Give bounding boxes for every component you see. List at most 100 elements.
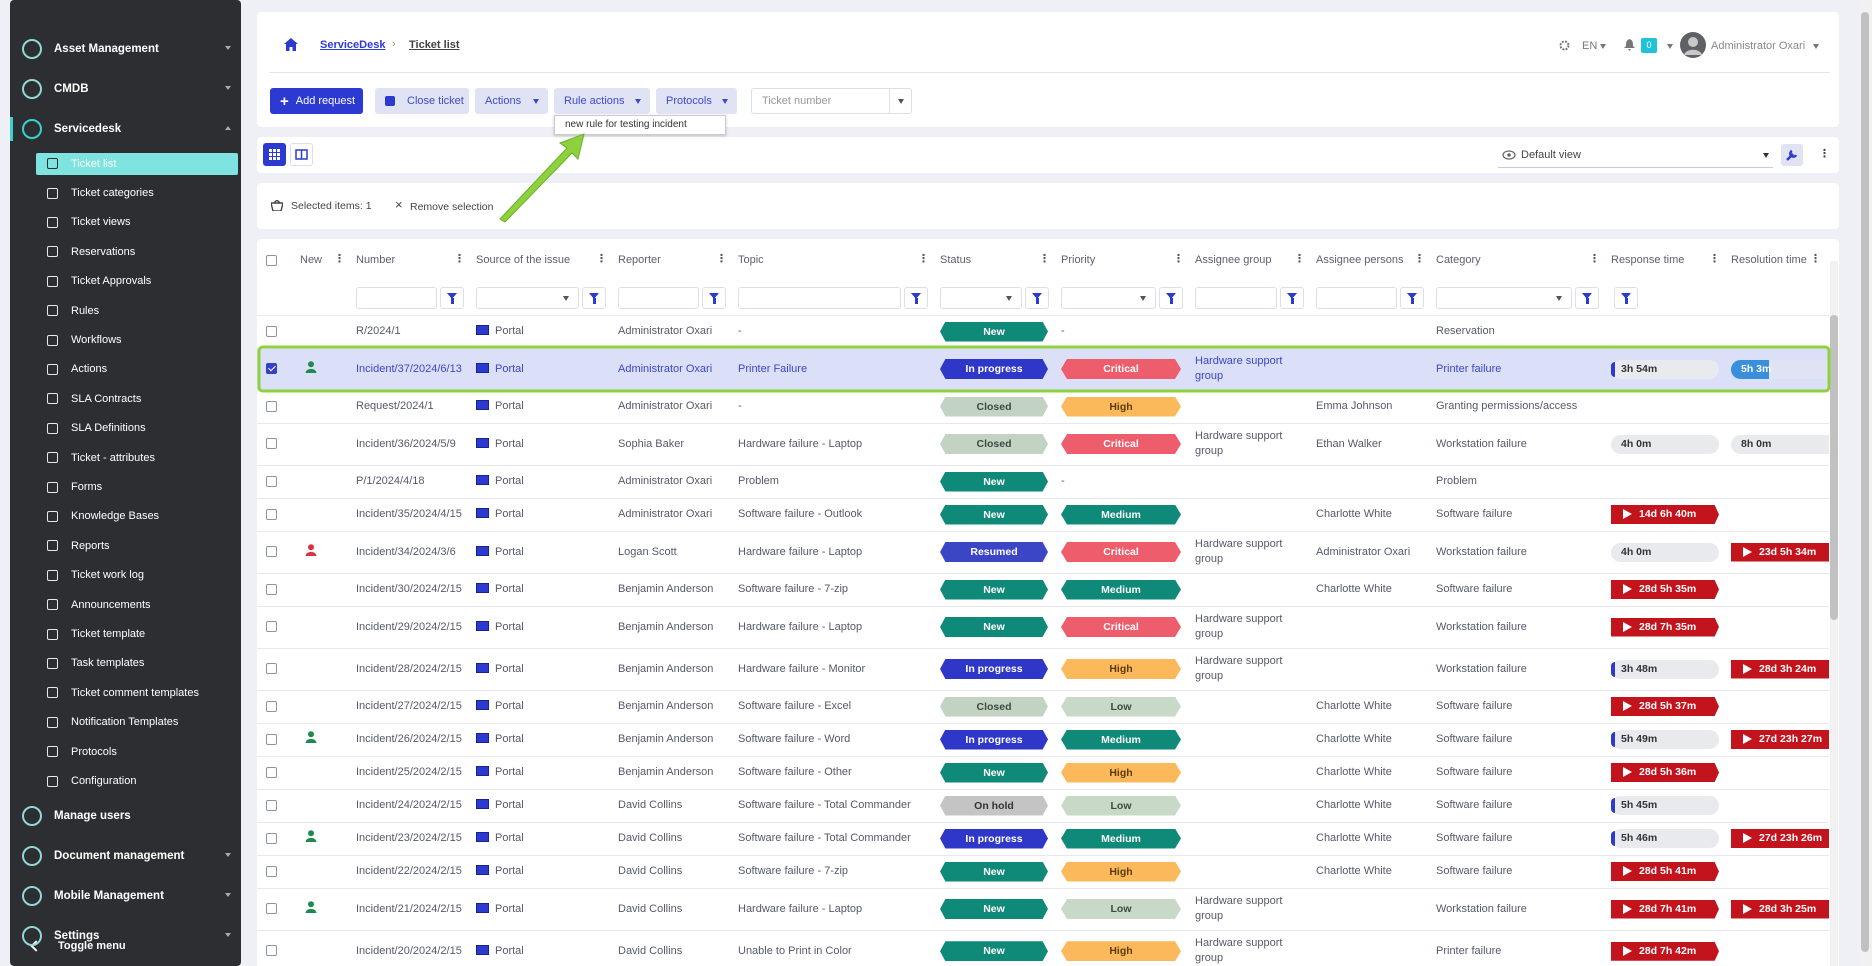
filter-button[interactable]	[1280, 286, 1304, 309]
column-label[interactable]: Assignee persons	[1316, 254, 1404, 266]
table-row[interactable]: Incident/35/2024/4/15 Portal Administrator…	[257, 497, 1829, 531]
table-row[interactable]: Incident/22/2024/2/15 Portal David Collins…	[257, 854, 1829, 888]
table-row[interactable]: Incident/26/2024/2/15 Portal Benjamin Ande…	[257, 722, 1829, 756]
submenu-item[interactable]: Ticket views	[10, 208, 241, 237]
column-menu[interactable]: ⋮	[1294, 253, 1305, 265]
filter-button[interactable]	[1575, 286, 1599, 309]
filter-button[interactable]	[1159, 286, 1183, 309]
remove-icon[interactable]: ×	[395, 197, 403, 212]
submenu-item[interactable]: Actions	[10, 355, 241, 384]
row-checkbox[interactable]	[266, 766, 277, 778]
table-row[interactable]: Incident/28/2024/2/15 Portal Benjamin Ande…	[257, 647, 1829, 690]
row-checkbox[interactable]	[266, 733, 277, 745]
submenu-item[interactable]: Knowledge Bases	[10, 502, 241, 531]
column-label[interactable]: Status	[940, 254, 972, 266]
row-checkbox[interactable]	[266, 945, 277, 957]
table-row[interactable]: Incident/29/2024/2/15 Portal Benjamin Ande…	[257, 605, 1829, 648]
row-checkbox[interactable]	[266, 546, 277, 558]
select-all-checkbox[interactable]	[266, 254, 277, 266]
submenu-item[interactable]: Configuration	[10, 766, 241, 795]
settings-button[interactable]	[1781, 144, 1803, 166]
filter-button[interactable]	[582, 286, 606, 309]
user-name[interactable]: Administrator Oxari	[1711, 40, 1806, 52]
row-checkbox[interactable]	[266, 700, 277, 712]
column-label[interactable]: Priority	[1061, 254, 1096, 266]
scrollbar-thumb[interactable]	[1830, 315, 1838, 620]
row-checkbox[interactable]	[266, 400, 277, 412]
column-menu[interactable]: ⋮	[1589, 253, 1600, 265]
table-row[interactable]: Incident/34/2024/3/6 Portal Logan Scott Har…	[257, 530, 1829, 573]
submenu-item[interactable]: Ticket categories	[10, 178, 241, 207]
table-row[interactable]: Incident/30/2024/2/15 Portal Benjamin Ande…	[257, 572, 1829, 606]
table-row[interactable]: Incident/21/2024/2/15 Portal David Collins…	[257, 887, 1829, 930]
toggle-menu[interactable]: Toggle menu	[10, 936, 241, 956]
filter-input[interactable]	[940, 286, 1022, 309]
settings-icon[interactable]	[1559, 40, 1570, 51]
filter-button[interactable]	[1400, 286, 1424, 309]
column-menu[interactable]: ⋮	[334, 253, 345, 265]
more-menu[interactable]: ⋮	[1819, 148, 1830, 160]
row-checkbox[interactable]	[266, 663, 277, 675]
table-row[interactable]: R/2024/1 Portal Administrator Oxari - New - Re…	[257, 314, 1829, 348]
submenu-item[interactable]: Ticket comment templates	[10, 678, 241, 707]
filter-input[interactable]	[356, 286, 437, 309]
column-menu[interactable]: ⋮	[1414, 253, 1425, 265]
filter-input[interactable]	[738, 286, 901, 309]
bell-icon[interactable]	[1624, 39, 1635, 51]
filter-button[interactable]	[440, 286, 464, 309]
submenu-item[interactable]: Workflows	[10, 325, 241, 354]
filter-button[interactable]	[904, 286, 928, 309]
row-checkbox[interactable]	[266, 508, 277, 520]
close-ticket-button[interactable]: Close ticket	[375, 88, 469, 114]
breadcrumb-link[interactable]: ServiceDesk	[320, 39, 386, 51]
filter-input[interactable]	[1061, 286, 1156, 309]
row-checkbox[interactable]	[266, 799, 277, 811]
column-label[interactable]: Topic	[738, 254, 764, 266]
column-menu[interactable]: ⋮	[454, 253, 465, 265]
view-select[interactable]: Default view	[1498, 142, 1773, 168]
menu-item[interactable]: Manage users	[10, 796, 241, 836]
table-row[interactable]: Incident/27/2024/2/15 Portal Benjamin Ande…	[257, 689, 1829, 723]
row-checkbox[interactable]	[266, 865, 277, 877]
submenu-item[interactable]: Ticket list	[10, 149, 241, 178]
column-menu[interactable]: ⋮	[1709, 253, 1720, 265]
remove-selection[interactable]: Remove selection	[410, 201, 494, 213]
menu-item[interactable]: Mobile Management	[10, 876, 241, 916]
menu-item[interactable]: Servicedesk	[10, 109, 241, 149]
submenu-item[interactable]: Protocols	[10, 737, 241, 766]
submenu-item[interactable]: Notification Templates	[10, 708, 241, 737]
column-label[interactable]: Category	[1436, 254, 1481, 266]
filter-input[interactable]	[1195, 286, 1277, 309]
input-caret-button[interactable]	[889, 89, 911, 113]
dropdown-item[interactable]: new rule for testing incident	[565, 119, 687, 130]
add-request-button[interactable]: + Add request	[270, 88, 363, 114]
column-label[interactable]: Source of the issue	[476, 254, 571, 266]
column-menu[interactable]: ⋮	[1810, 253, 1821, 265]
table-row[interactable]: Incident/25/2024/2/15 Portal Benjamin Ande…	[257, 755, 1829, 789]
column-menu[interactable]: ⋮	[1039, 253, 1050, 265]
filter-input[interactable]	[1316, 286, 1397, 309]
column-label[interactable]: Reporter	[618, 254, 661, 266]
notification-count[interactable]: 0	[1641, 38, 1657, 53]
submenu-item[interactable]: Announcements	[10, 590, 241, 619]
submenu-item[interactable]: Ticket template	[10, 619, 241, 648]
column-label[interactable]: Response time	[1611, 254, 1685, 266]
filter-button[interactable]	[1614, 286, 1638, 309]
submenu-item[interactable]: Reports	[10, 531, 241, 560]
protocols-button[interactable]: Protocols	[656, 88, 737, 114]
ticket-number-input[interactable]: Ticket number	[751, 88, 912, 114]
filter-button[interactable]	[702, 286, 726, 309]
filter-input[interactable]	[618, 286, 699, 309]
filter-button[interactable]	[1025, 286, 1049, 309]
filter-input[interactable]	[476, 286, 579, 309]
submenu-item[interactable]: SLA Contracts	[10, 384, 241, 413]
row-checkbox[interactable]	[266, 832, 277, 844]
table-row[interactable]: Incident/36/2024/5/9 Portal Sophia Baker Ha…	[257, 422, 1829, 465]
table-row[interactable]: Request/2024/1 Portal Administrator Oxari -…	[257, 389, 1829, 423]
column-label[interactable]: Assignee group	[1195, 254, 1272, 266]
table-row[interactable]: Incident/23/2024/2/15 Portal David Collins…	[257, 821, 1829, 855]
submenu-item[interactable]: Forms	[10, 472, 241, 501]
menu-item[interactable]: Settings	[10, 916, 241, 956]
row-checkbox[interactable]	[266, 325, 277, 337]
language[interactable]: EN	[1582, 40, 1598, 52]
